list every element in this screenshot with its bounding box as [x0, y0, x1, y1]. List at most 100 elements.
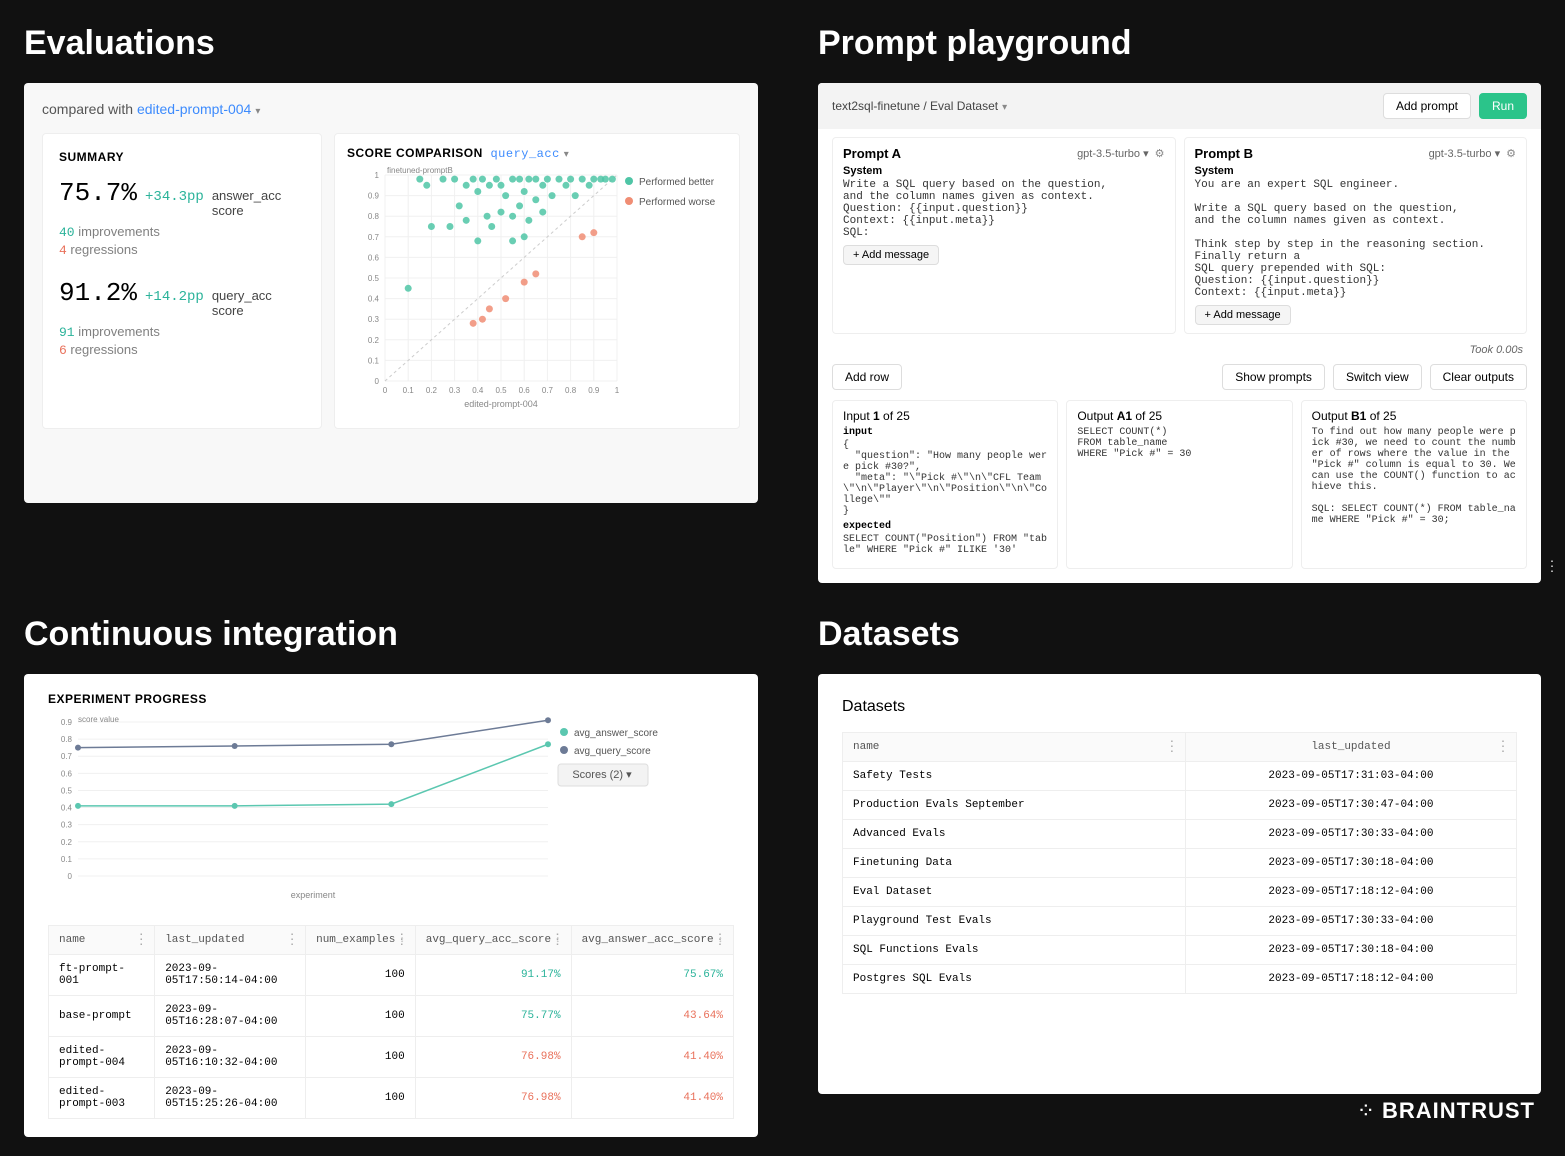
compared-with-line: compared with edited-prompt-004 [42, 101, 740, 117]
column-menu-icon[interactable]: ⋮ [285, 932, 299, 949]
svg-text:0.2: 0.2 [61, 838, 73, 847]
column-menu-icon[interactable]: ⋮ [395, 932, 409, 949]
table-row[interactable]: Advanced Evals⋮ 2023-09-05T17:30:33-04:0… [843, 820, 1517, 849]
datasets-column-header[interactable]: last_updated⋮ [1185, 733, 1516, 762]
column-menu-icon[interactable]: ⋮ [134, 932, 148, 949]
svg-text:avg_answer_score: avg_answer_score [574, 728, 658, 739]
scatter-plot: 000.10.10.20.20.30.30.40.40.50.50.60.60.… [347, 161, 727, 411]
breadcrumb[interactable]: text2sql-finetune / Eval Dataset [832, 99, 1007, 113]
svg-text:score value: score value [78, 715, 119, 724]
output-b-text: To find out how many people were pick #3… [1312, 427, 1516, 526]
column-menu-icon[interactable]: ⋮ [1165, 739, 1179, 756]
column-menu-icon[interactable]: ⋮ [1496, 739, 1510, 756]
ci-column-header[interactable]: num_examples↕⋮ [306, 926, 416, 955]
cell-name: Production Evals September⋮ [843, 791, 1186, 820]
cell-query-score: 91.17% [415, 955, 571, 996]
prompt-title: Prompt B [1195, 146, 1254, 161]
datasets-heading: Datasets [842, 698, 1517, 716]
add-message-button[interactable]: + Add message [1195, 305, 1291, 325]
cell-examples: 100 [306, 1078, 416, 1119]
datasets-table: name⋮last_updated⋮ Safety Tests⋮ 2023-09… [842, 732, 1517, 994]
prompt-column: Prompt B gpt-3.5-turbo ▾ ⚙ System You ar… [1184, 137, 1528, 334]
gear-icon[interactable]: ⚙ [1506, 147, 1516, 160]
table-row[interactable]: base-prompt⋮ 2023-09-05T16:28:07-04:00 1… [49, 996, 734, 1037]
svg-text:0.4: 0.4 [61, 804, 73, 813]
evaluations-section: Evaluations compared with edited-prompt-… [24, 24, 758, 583]
model-selector[interactable]: gpt-3.5-turbo ▾ ⚙ [1077, 147, 1164, 160]
svg-text:0.8: 0.8 [61, 735, 73, 744]
svg-text:0.1: 0.1 [61, 855, 73, 864]
cell-answer-score: 75.67% [571, 955, 733, 996]
table-row[interactable]: Playground Test Evals⋮ 2023-09-05T17:30:… [843, 907, 1517, 936]
expected-text: SELECT COUNT("Position") FROM "table" WH… [843, 534, 1047, 556]
cell-name: Finetuning Data⋮ [843, 849, 1186, 878]
ci-column-header[interactable]: avg_answer_acc_score↕⋮ [571, 926, 733, 955]
datasets-column-header[interactable]: name⋮ [843, 733, 1186, 762]
clear-outputs-button[interactable]: Clear outputs [1430, 364, 1527, 390]
svg-text:0: 0 [375, 377, 380, 386]
cell-examples: 100 [306, 1037, 416, 1078]
prompt-title: Prompt A [843, 146, 901, 161]
output-b-title: Output B1 of 25 [1312, 409, 1516, 423]
svg-text:0.4: 0.4 [368, 295, 380, 304]
evaluations-title: Evaluations [24, 24, 758, 63]
add-message-button[interactable]: + Add message [843, 245, 939, 265]
cell-name: Advanced Evals⋮ [843, 820, 1186, 849]
chart-metric-selector[interactable]: query_acc [490, 147, 569, 161]
improvements-line: 91 improvements [59, 324, 305, 340]
compared-link[interactable]: edited-prompt-004 [137, 101, 260, 117]
datasets-title: Datasets [818, 615, 1541, 654]
prompt-text[interactable]: Write a SQL query based on the question,… [843, 179, 1165, 239]
cell-updated: 2023-09-05T17:30:33-04:00 [1185, 907, 1516, 936]
input-text: { "question": "How many people were pick… [843, 440, 1047, 517]
svg-text:Performed worse: Performed worse [639, 197, 716, 208]
gear-icon[interactable]: ⚙ [1155, 147, 1165, 160]
prompt-text[interactable]: You are an expert SQL engineer. Write a … [1195, 179, 1517, 299]
column-menu-icon[interactable]: ⋮ [713, 932, 727, 949]
ci-title: Continuous integration [24, 615, 758, 654]
show-prompts-button[interactable]: Show prompts [1222, 364, 1325, 390]
table-row[interactable]: Postgres SQL Evals⋮ 2023-09-05T17:18:12-… [843, 965, 1517, 994]
table-row[interactable]: ft-prompt-001⋮ 2023-09-05T17:50:14-04:00… [49, 955, 734, 996]
model-selector[interactable]: gpt-3.5-turbo ▾ ⚙ [1429, 147, 1516, 160]
svg-text:0.6: 0.6 [61, 769, 73, 778]
input-label: input [843, 427, 1047, 438]
table-row[interactable]: Production Evals September⋮ 2023-09-05T1… [843, 791, 1517, 820]
prompt-column: Prompt A gpt-3.5-turbo ▾ ⚙ System Write … [832, 137, 1176, 334]
cell-name: SQL Functions Evals⋮ [843, 936, 1186, 965]
table-row[interactable]: Eval Dataset⋮ 2023-09-05T17:18:12-04:00 [843, 878, 1517, 907]
cell-name: edited-prompt-003⋮ [49, 1078, 155, 1119]
svg-text:0.7: 0.7 [368, 233, 380, 242]
column-menu-icon[interactable]: ⋮ [551, 932, 565, 949]
svg-text:0.3: 0.3 [368, 315, 380, 324]
playground-title: Prompt playground [818, 24, 1541, 63]
cell-updated: 2023-09-05T16:10:32-04:00 [155, 1037, 306, 1078]
summary-card: SUMMARY 75.7% +34.3pp answer_acc score 4… [42, 133, 322, 429]
table-row[interactable]: edited-prompt-004⋮ 2023-09-05T16:10:32-0… [49, 1037, 734, 1078]
cell-answer-score: 41.40% [571, 1078, 733, 1119]
cell-examples: 100 [306, 955, 416, 996]
table-row[interactable]: SQL Functions Evals⋮ 2023-09-05T17:30:18… [843, 936, 1517, 965]
table-row[interactable]: Finetuning Data⋮ 2023-09-05T17:30:18-04:… [843, 849, 1517, 878]
datasets-panel: Datasets name⋮last_updated⋮ Safety Tests… [818, 674, 1541, 1094]
ci-column-header[interactable]: last_updated⋮ [155, 926, 306, 955]
svg-text:0.5: 0.5 [61, 786, 73, 795]
cell-query-score: 76.98% [415, 1078, 571, 1119]
svg-text:0.6: 0.6 [519, 386, 531, 395]
ci-column-header[interactable]: avg_query_acc_score↕⋮ [415, 926, 571, 955]
svg-text:1: 1 [615, 386, 620, 395]
evaluations-panel: compared with edited-prompt-004 SUMMARY … [24, 83, 758, 503]
ci-column-header[interactable]: name⋮ [49, 926, 155, 955]
playground-section: Prompt playground text2sql-finetune / Ev… [818, 24, 1541, 583]
run-button[interactable]: Run [1479, 93, 1527, 119]
svg-text:0: 0 [68, 872, 73, 881]
add-row-button[interactable]: Add row [832, 364, 902, 390]
table-row[interactable]: edited-prompt-003⋮ 2023-09-05T15:25:26-0… [49, 1078, 734, 1119]
add-prompt-button[interactable]: Add prompt [1383, 93, 1471, 119]
table-row[interactable]: Safety Tests⋮ 2023-09-05T17:31:03-04:00 [843, 762, 1517, 791]
metric-name: answer_acc score [212, 188, 305, 218]
switch-view-button[interactable]: Switch view [1333, 364, 1422, 390]
metric-pct: 91.2% [59, 278, 137, 308]
svg-text:0.3: 0.3 [61, 821, 73, 830]
svg-text:0.5: 0.5 [495, 386, 507, 395]
